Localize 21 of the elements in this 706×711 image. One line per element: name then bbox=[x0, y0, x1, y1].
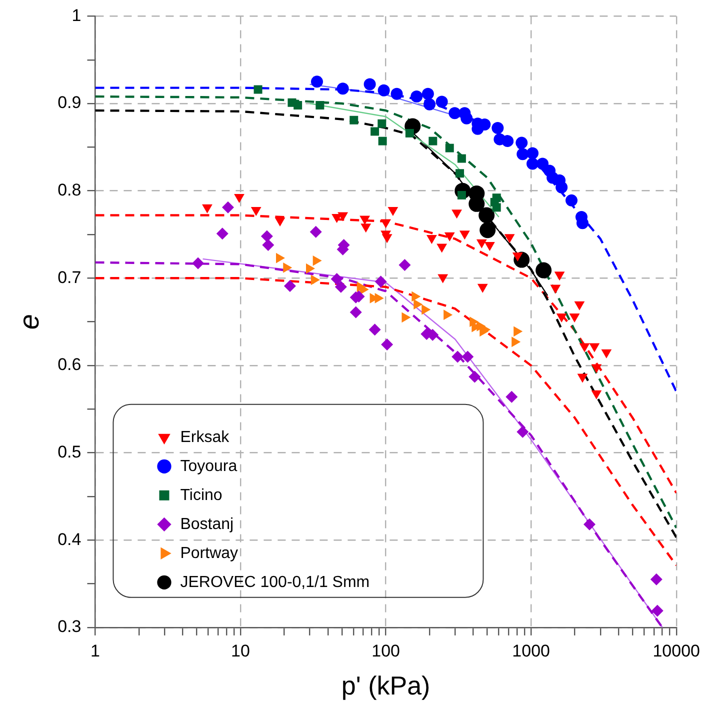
x-tick-label: 10000 bbox=[652, 641, 700, 660]
y-tick-label: 0.5 bbox=[58, 442, 82, 462]
x-tick-label: 1 bbox=[90, 641, 100, 660]
legend-label: Erksak bbox=[180, 428, 230, 446]
legend-label: Bostanj bbox=[180, 516, 234, 533]
x-tick-label: 10 bbox=[231, 641, 250, 660]
y-tick-label: 0.9 bbox=[58, 93, 82, 112]
y-tick-label: 0.4 bbox=[58, 530, 82, 549]
legend-label: Ticino bbox=[180, 486, 222, 504]
legend-label: Portway bbox=[180, 544, 238, 562]
legend-label: JEROVEC 100-0,1/1 Smm bbox=[180, 574, 370, 591]
x-tick-label: 100 bbox=[372, 641, 400, 660]
y-tick-label: 1 bbox=[72, 6, 82, 25]
x-axis-title: p' (kPa) bbox=[341, 670, 430, 701]
y-tick-label: 0.8 bbox=[58, 180, 82, 200]
x-tick-label: 1000 bbox=[512, 641, 550, 660]
y-tick-label: 0.7 bbox=[58, 268, 82, 287]
y-tick-label: 0.3 bbox=[58, 617, 82, 636]
y-axis-title: e bbox=[14, 314, 45, 330]
y-tick-label: 0.6 bbox=[58, 355, 82, 374]
legend-label: Toyoura bbox=[180, 458, 238, 475]
